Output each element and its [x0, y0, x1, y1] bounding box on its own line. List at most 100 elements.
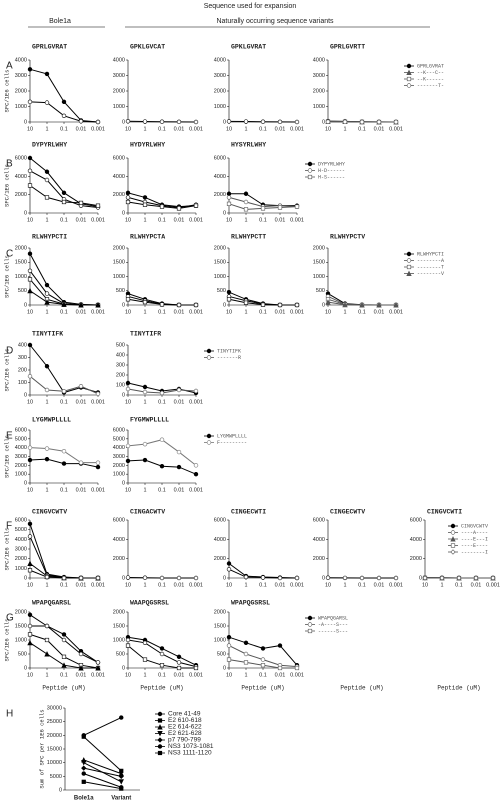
marker: [260, 206, 266, 211]
x-tick-label: 0.1: [259, 582, 267, 588]
y-tick-label: 2000: [15, 245, 27, 251]
marker: [376, 119, 382, 125]
chart-title: CINGECWTI: [231, 509, 266, 516]
chart-title: CINGACWTV: [130, 509, 165, 516]
legend-label: --K------: [417, 76, 444, 82]
x-tick-label: 0.001: [189, 672, 203, 678]
y-tick-label: 0: [24, 302, 27, 308]
marker: [260, 657, 266, 662]
panel-label: C: [6, 249, 13, 260]
y-tick-label: 6000: [113, 517, 125, 523]
marker: [95, 391, 101, 396]
marker: [193, 302, 199, 308]
marker: [176, 665, 182, 671]
marker: [27, 639, 33, 646]
y-tick-label: 500: [217, 651, 226, 657]
marker: [44, 195, 50, 200]
x-tick-label: 0.1: [60, 217, 68, 223]
marker: [260, 119, 266, 124]
marker: [159, 575, 165, 581]
marker: [159, 390, 165, 396]
marker: [27, 457, 33, 463]
chart-title: GPKLGVCAT: [130, 44, 165, 51]
y-tick-label: 2000: [15, 609, 27, 615]
marker: [142, 389, 148, 395]
marker: [243, 199, 249, 205]
y-tick-label: 4000: [113, 174, 125, 180]
y-tick-label: 1000: [15, 472, 27, 478]
x-tick-label: 10: [125, 487, 131, 493]
y-axis-label: SFC/1E6 cells: [3, 255, 10, 298]
y-tick-label: 0: [122, 302, 125, 308]
y-tick-label: 1000: [214, 274, 226, 280]
y-tick-label: 300: [18, 355, 27, 361]
marker: [142, 657, 148, 662]
y-tick-label: 6000: [15, 155, 27, 161]
y-tick-label: 200: [116, 372, 125, 378]
marker: [193, 203, 199, 208]
y-tick-label: 500: [18, 288, 27, 294]
legend-label: NS3 1073-1081: [168, 743, 214, 750]
marker: [277, 575, 283, 581]
x-tick-label: 10: [125, 672, 131, 678]
x-tick-label: 0.1: [60, 309, 68, 315]
y-axis-label: SFC/1E6 cells: [3, 70, 10, 113]
marker: [142, 384, 148, 390]
marker: [157, 744, 163, 749]
y-tick-label: 1000: [113, 274, 125, 280]
marker: [44, 574, 50, 580]
y-tick-label: 1000: [15, 566, 27, 572]
x-tick-label: 10: [27, 582, 33, 588]
x-tick-label: 0.1: [358, 309, 366, 315]
x-tick-label: 0.01: [76, 582, 87, 588]
marker: [78, 302, 84, 308]
marker: [176, 660, 182, 665]
x-tick-label: 10: [27, 672, 33, 678]
marker: [243, 660, 249, 665]
marker: [176, 206, 182, 211]
marker: [406, 63, 412, 69]
y-tick-label: 4000: [214, 174, 226, 180]
y-tick-label: 2000: [113, 463, 125, 469]
y-tick-label: 2000: [313, 245, 325, 251]
y-tick-label: 1000: [113, 637, 125, 643]
x-tick-label: 10: [27, 399, 33, 405]
legend-label: p7 790-799: [168, 737, 201, 744]
marker: [307, 622, 313, 627]
marker: [159, 302, 165, 307]
x-tick-label: 0.01: [374, 126, 385, 132]
y-tick-label: 5000: [15, 527, 27, 533]
panel-label: D: [6, 346, 13, 357]
marker: [456, 575, 462, 581]
marker: [422, 575, 428, 581]
x-tick-label: 0.01: [174, 672, 185, 678]
y-tick-label: 1000: [113, 472, 125, 478]
x-tick-label: 0.01: [76, 309, 87, 315]
y-tick-label: 3000: [15, 454, 27, 460]
y-tick-label: 0: [419, 575, 422, 581]
marker: [450, 523, 456, 529]
marker: [27, 155, 33, 161]
marker: [226, 297, 232, 302]
x-tick-label: 0.001: [189, 399, 203, 405]
x-tick-label: 0.01: [471, 582, 482, 588]
marker: [226, 643, 232, 648]
chart-title: RLWHYPCTV: [330, 234, 365, 241]
series-line: [83, 736, 122, 772]
x-tick-label: 0.01: [275, 126, 286, 132]
legend-label: CINGVCWTV: [461, 523, 488, 529]
panel-label: E: [6, 431, 13, 442]
marker: [27, 623, 33, 629]
x-tick-label: 0.1: [259, 126, 267, 132]
x-tick-label: 0.001: [486, 582, 500, 588]
x-tick-label: 0.1: [259, 309, 267, 315]
marker: [27, 168, 33, 174]
x-tick-label: 0.001: [189, 217, 203, 223]
y-tick-label: 4000: [15, 174, 27, 180]
legend-label: TINYTIFK: [217, 348, 241, 354]
chart-title: CINGVCWTV: [32, 509, 67, 516]
legend-label: ------S---: [318, 628, 348, 634]
x-tick-label: 10: [27, 126, 33, 132]
y-tick-label: 0: [59, 787, 62, 793]
header-variants: Naturally occurring sequence variants: [216, 18, 334, 25]
